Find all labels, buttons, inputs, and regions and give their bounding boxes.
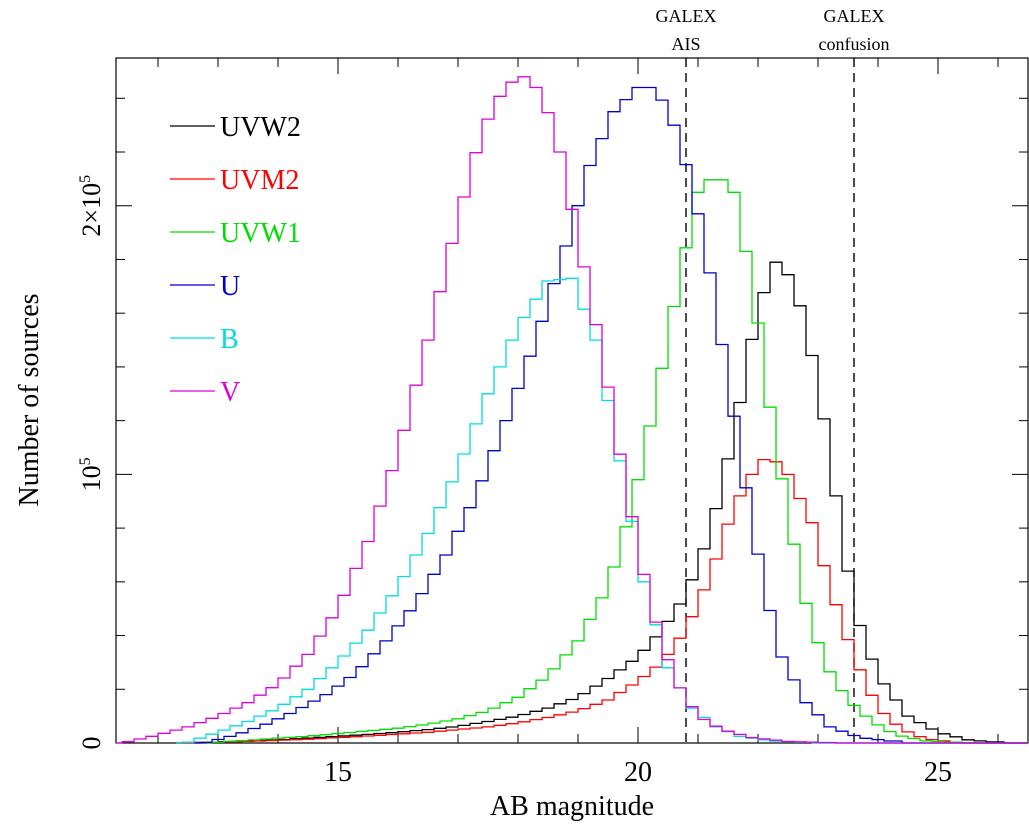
y-tick-label-group: 105 bbox=[77, 457, 106, 491]
y-axis-label: Number of sources bbox=[14, 293, 45, 506]
y-tick-label: 0 bbox=[77, 737, 106, 750]
y-tick-label-exponent: 5 bbox=[77, 175, 94, 183]
series-line-v bbox=[116, 76, 1028, 744]
series-line-uvm2 bbox=[176, 458, 1028, 744]
galex-limit-label-line2: confusion bbox=[819, 34, 890, 54]
plot-frame bbox=[115, 57, 1029, 744]
series-line-uvw1 bbox=[206, 179, 1028, 744]
x-tick-label: 20 bbox=[624, 757, 652, 788]
reference-lines: GALEX AIS GALEX confusion bbox=[656, 6, 890, 743]
galex-limit-label-line2: AIS bbox=[671, 34, 700, 54]
legend: UVW2 UVM2 UVW1 UBV bbox=[170, 112, 301, 408]
galex-limit-label-line1: GALEX bbox=[656, 6, 717, 26]
legend-label-uvw2: UVW2 bbox=[220, 112, 301, 143]
y-tick-label-exponent: 5 bbox=[77, 457, 94, 465]
y-tick-label-group: 2×105 bbox=[77, 175, 106, 237]
y-tick-label-group: 0 bbox=[77, 737, 106, 750]
legend-label-uvm2: UVM2 bbox=[220, 165, 299, 196]
galex-limit-label-line1: GALEX bbox=[824, 6, 885, 26]
legend-label-v: V bbox=[220, 377, 240, 408]
legend-label-u: U bbox=[220, 271, 240, 302]
y-tick-label: 105 bbox=[77, 457, 106, 491]
y-tick-label: 2×105 bbox=[77, 175, 106, 237]
legend-label-uvw1: UVW1 bbox=[220, 218, 301, 249]
legend-label-b: B bbox=[220, 324, 239, 355]
x-tick-label: 15 bbox=[324, 757, 352, 788]
series-line-u bbox=[194, 86, 1028, 744]
x-tick-label: 25 bbox=[924, 757, 952, 788]
x-axis-label: AB magnitude bbox=[490, 791, 654, 822]
series-group bbox=[116, 76, 1028, 744]
